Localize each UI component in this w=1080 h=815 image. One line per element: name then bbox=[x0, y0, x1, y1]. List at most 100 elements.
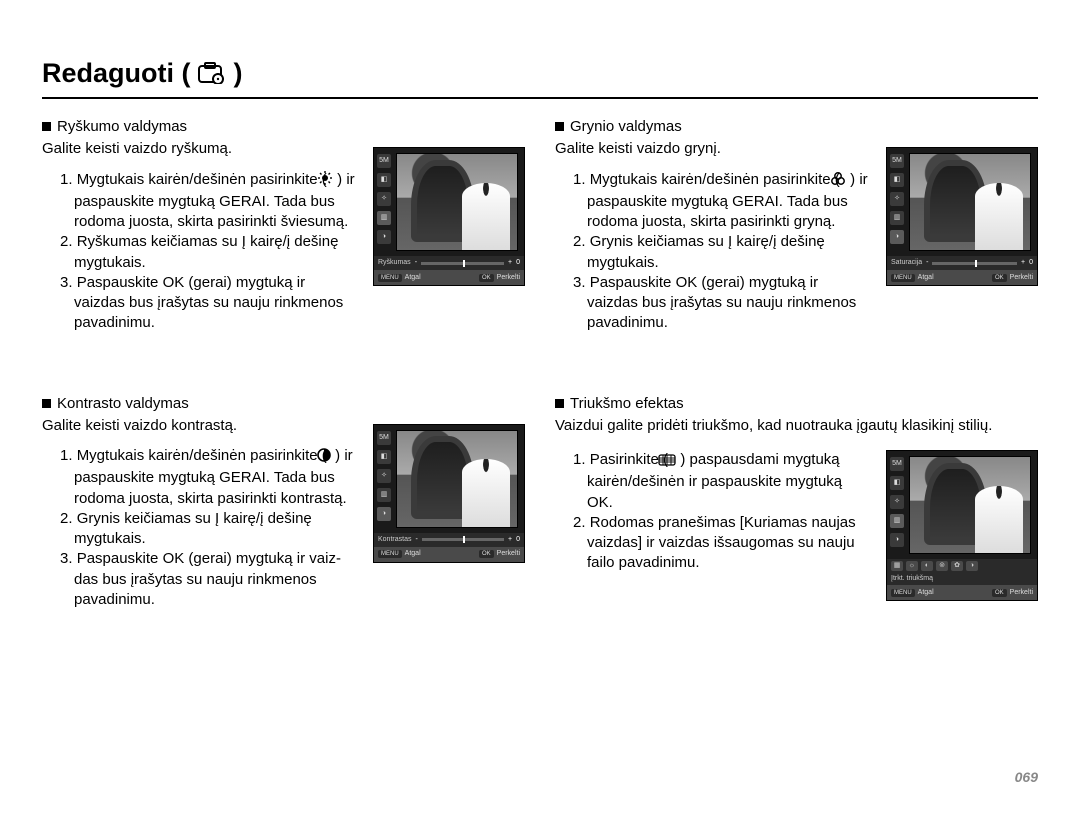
sample-photo bbox=[909, 456, 1031, 554]
effect-bar: ▦ ☼ ◐ ⊚ ✿ ◑ bbox=[887, 559, 1037, 573]
contrast-screenshot: 5M ◧ ✧ ▥ ◑ Kontrastas -+ 0 bbox=[373, 424, 525, 563]
footer-move: Perkelti bbox=[1010, 589, 1033, 596]
side-icon: ✧ bbox=[377, 469, 391, 483]
noise-grid-icon bbox=[672, 452, 676, 472]
effect-icon: ⊚ bbox=[936, 561, 948, 571]
sample-photo bbox=[396, 153, 518, 251]
contrast-section: Kontrasto valdymas Galite keisti vaizdo … bbox=[42, 394, 525, 611]
saturation-heading: Grynio valdymas bbox=[555, 117, 870, 137]
bullet-icon bbox=[42, 122, 51, 131]
side-icons: 5M ◧ ✧ ▥ ◑ bbox=[887, 148, 907, 256]
side-icons: 5M ◧ ✧ ▥ ◑ bbox=[374, 148, 394, 256]
side-icon: ▥ bbox=[890, 514, 904, 528]
saturation-screenshot: 5M ◧ ✧ ▥ ◑ Saturacija -+ 0 bbox=[886, 147, 1038, 286]
contrast-heading-text: Kontrasto valdymas bbox=[57, 395, 189, 412]
side-icon: ▥ bbox=[890, 211, 904, 225]
side-icon: 5M bbox=[890, 457, 904, 471]
saturation-slider: Saturacija -+ 0 bbox=[887, 256, 1037, 270]
noise-heading-text: Triukšmo efektas bbox=[570, 395, 684, 412]
lcd-footer: MENUAtgal OKPerkelti bbox=[374, 547, 524, 562]
effect-icon: ◑ bbox=[966, 561, 978, 571]
side-icons: 5M ◧ ✧ ▥ ◑ bbox=[887, 451, 907, 559]
footer-move: Perkelti bbox=[1010, 274, 1033, 281]
sample-photo bbox=[396, 430, 518, 528]
footer-back: Atgal bbox=[405, 550, 421, 557]
slider-value: 0 bbox=[516, 535, 520, 544]
side-icon: ✧ bbox=[890, 192, 904, 206]
contrast-slider: Kontrastas -+ 0 bbox=[374, 533, 524, 547]
contrast-steps: 1. Mygtukais kairėn/dešinėn pasirinkite … bbox=[42, 446, 357, 610]
effect-icon: ✿ bbox=[951, 561, 963, 571]
lcd-footer: MENUAtgal OKPerkelti bbox=[374, 270, 524, 285]
side-icon: ▥ bbox=[377, 211, 391, 225]
side-icon: ◑ bbox=[890, 533, 904, 547]
slider-label: Saturacija bbox=[891, 258, 922, 267]
side-icon: ◑ bbox=[377, 230, 391, 244]
noise-section: Triukšmo efektas Vaizdui galite pridėti … bbox=[555, 394, 1038, 602]
side-icon: ◧ bbox=[890, 173, 904, 187]
sample-photo bbox=[909, 153, 1031, 251]
effect-icon: ◐ bbox=[921, 561, 933, 571]
contrast-subtitle: Galite keisti vaizdo kontrastą. bbox=[42, 416, 357, 436]
side-icon: 5M bbox=[377, 431, 391, 445]
lcd-footer: MENUAtgal OKPerkelti bbox=[887, 270, 1037, 285]
brightness-heading: Ryškumo valdymas bbox=[42, 117, 357, 137]
saturation-step-3: 3. Paspauskite OK (gerai) mygtuką ir vai… bbox=[573, 273, 870, 334]
brightness-sun-icon bbox=[331, 170, 333, 192]
brightness-step-2: 2. Ryškumas keičiamas su Į kairę/į dešin… bbox=[60, 232, 357, 273]
slider-label: Kontrastas bbox=[378, 535, 411, 544]
brightness-screenshot: 5M ◧ ✧ ▥ ◑ Ryškumas -+ 0 M bbox=[373, 147, 525, 286]
right-column: Grynio valdymas Galite keisti vaizdo gry… bbox=[555, 117, 1038, 670]
saturation-heading-text: Grynio valdymas bbox=[570, 118, 682, 135]
side-icon: ◧ bbox=[377, 173, 391, 187]
title-rule bbox=[42, 97, 1038, 99]
side-icon: ✧ bbox=[377, 192, 391, 206]
effect-icon: ▦ bbox=[891, 561, 903, 571]
footer-back: Atgal bbox=[405, 274, 421, 281]
bullet-icon bbox=[555, 399, 564, 408]
brightness-subtitle: Galite keisti vaizdo ryškumą. bbox=[42, 139, 357, 159]
saturation-step-2: 2. Grynis keičiamas su Į kairę/į dešinę … bbox=[573, 232, 870, 273]
saturation-steps: 1. Mygtukais kairėn/dešinėn pasirinkite … bbox=[555, 170, 870, 334]
side-icon: ◧ bbox=[377, 450, 391, 464]
title-close: ) bbox=[234, 58, 243, 88]
noise-step-2: 2. Rodomas pranešimas [Kuriamas naujas v… bbox=[573, 513, 870, 574]
saturation-subtitle: Galite keisti vaizdo grynį. bbox=[555, 139, 870, 159]
saturation-section: Grynio valdymas Galite keisti vaizdo gry… bbox=[555, 117, 1038, 334]
edit-mode-icon bbox=[198, 57, 226, 93]
side-icon: ◧ bbox=[890, 476, 904, 490]
noise-step-1: 1. Pasirinkite ( ) paspausdami mygtuką k… bbox=[573, 450, 870, 513]
noise-heading: Triukšmo efektas bbox=[555, 394, 1038, 414]
title-text: Redaguoti ( bbox=[42, 58, 191, 88]
bullet-icon bbox=[555, 122, 564, 131]
side-icon: ◑ bbox=[890, 230, 904, 244]
contrast-step-1: 1. Mygtukais kairėn/dešinėn pasirinkite … bbox=[60, 446, 357, 509]
footer-move: Perkelti bbox=[497, 550, 520, 557]
side-icons: 5M ◧ ✧ ▥ ◑ bbox=[374, 425, 394, 533]
footer-back: Atgal bbox=[918, 589, 934, 596]
saturation-step-1: 1. Mygtukais kairėn/dešinėn pasirinkite … bbox=[573, 170, 870, 233]
lcd-footer: MENUAtgal OKPerkelti bbox=[887, 585, 1037, 600]
brightness-heading-text: Ryškumo valdymas bbox=[57, 118, 187, 135]
brightness-steps: 1. Mygtukais kairėn/dešinėn pasirinkite … bbox=[42, 170, 357, 334]
noise-subtitle: Vaizdui galite pridėti triukšmo, kad nuo… bbox=[555, 416, 1038, 436]
contrast-heading: Kontrasto valdymas bbox=[42, 394, 357, 414]
effect-label: Įtrkt. triukšmą bbox=[891, 574, 933, 583]
contrast-step-3: 3. Paspauskite OK (gerai) mygtuką ir vai… bbox=[60, 549, 357, 610]
side-icon: 5M bbox=[377, 154, 391, 168]
side-icon: ◑ bbox=[377, 507, 391, 521]
bullet-icon bbox=[42, 399, 51, 408]
page-title: Redaguoti ( ) bbox=[42, 55, 1038, 93]
footer-back: Atgal bbox=[918, 274, 934, 281]
side-icon: ✧ bbox=[890, 495, 904, 509]
brightness-step-1: 1. Mygtukais kairėn/dešinėn pasirinkite … bbox=[60, 170, 357, 233]
footer-move: Perkelti bbox=[497, 274, 520, 281]
page-number: 069 bbox=[1015, 768, 1038, 787]
slider-label: Ryškumas bbox=[378, 258, 411, 267]
noise-screenshot: 5M ◧ ✧ ▥ ◑ ▦ ☼ ◐ ⊚ bbox=[886, 450, 1038, 601]
brightness-section: Ryškumo valdymas Galite keisti vaizdo ry… bbox=[42, 117, 525, 334]
contrast-step-2: 2. Grynis keičiamas su Į kairę/į dešinę … bbox=[60, 509, 357, 550]
brightness-slider: Ryškumas -+ 0 bbox=[374, 256, 524, 270]
saturation-dots-icon bbox=[844, 172, 846, 192]
slider-value: 0 bbox=[1029, 258, 1033, 267]
